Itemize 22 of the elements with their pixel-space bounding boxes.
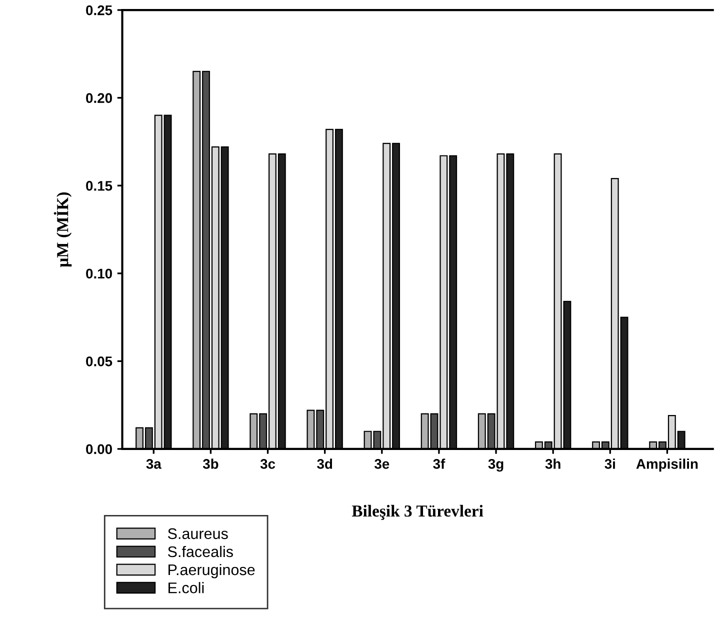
y-tick-label: 0.00	[86, 444, 112, 454]
legend-label: S.facealis	[168, 546, 233, 558]
y-axis-title: μM (MİK)	[54, 192, 72, 268]
x-tick-label: 3b	[202, 458, 218, 469]
x-tick-label: 3f	[433, 458, 446, 469]
x-tick-label: 3d	[317, 458, 332, 469]
legend-label: S.aureus	[168, 528, 228, 540]
x-tick-label: 3h	[545, 458, 560, 469]
y-tick-label: 0.15	[86, 180, 112, 191]
legend-label: P.aeruginose	[168, 564, 255, 578]
x-tick-label: 3c	[260, 459, 276, 469]
x-tick-label: 3a	[146, 459, 162, 469]
x-tick-label: 3e	[374, 459, 390, 469]
y-tick-label: 0.25	[86, 5, 112, 16]
x-tick-label: 3g	[488, 458, 504, 472]
x-tick-label: Ampisilin	[636, 458, 698, 472]
x-axis-title: Bileşik 3 Türevleri	[352, 504, 484, 520]
y-tick-label: 0.10	[86, 268, 112, 279]
legend-label: E.coli	[168, 582, 204, 594]
y-tick-label: 0.05	[86, 356, 112, 366]
x-tick-label: 3i	[604, 458, 615, 469]
y-tick-label: 0.20	[86, 93, 112, 103]
